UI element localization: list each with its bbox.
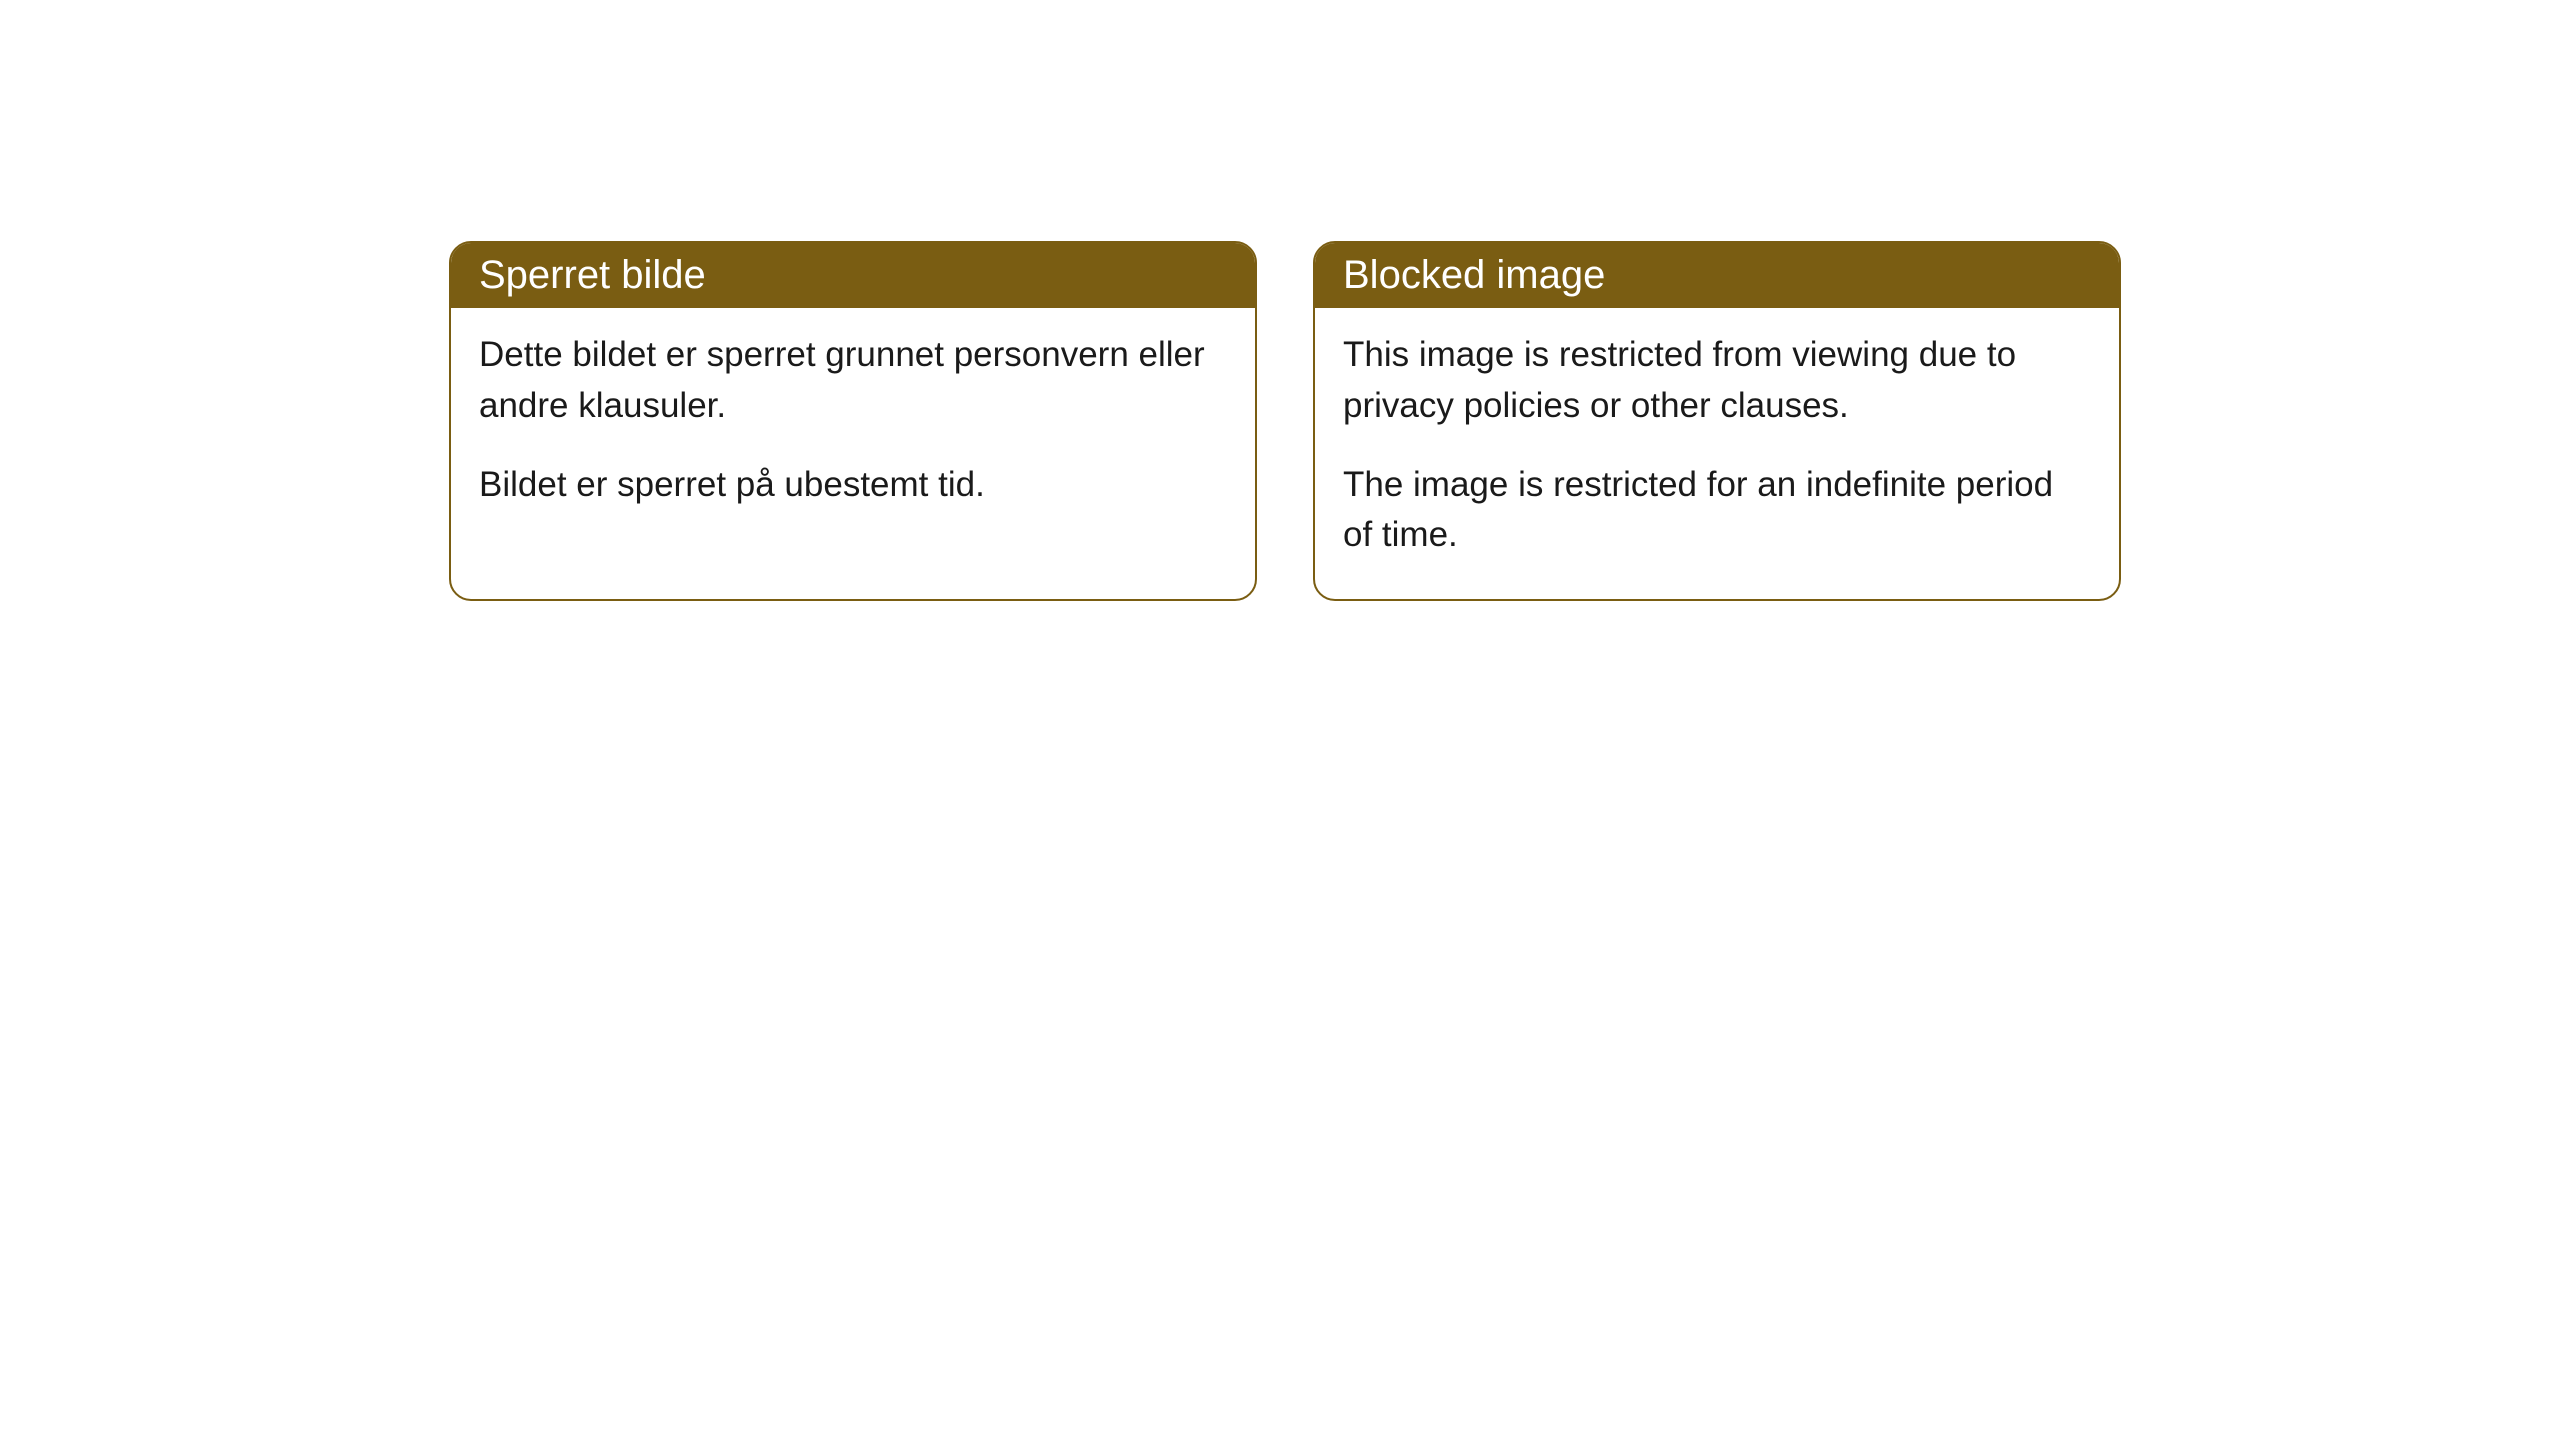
card-header: Blocked image [1315, 243, 2119, 308]
card-paragraph: This image is restricted from viewing du… [1343, 330, 2091, 432]
card-paragraph: The image is restricted for an indefinit… [1343, 460, 2091, 562]
notice-cards-container: Sperret bilde Dette bildet er sperret gr… [449, 241, 2121, 601]
card-paragraph: Dette bildet er sperret grunnet personve… [479, 330, 1227, 432]
card-body: This image is restricted from viewing du… [1315, 308, 2119, 599]
card-title: Sperret bilde [479, 253, 706, 297]
blocked-image-card-english: Blocked image This image is restricted f… [1313, 241, 2121, 601]
card-header: Sperret bilde [451, 243, 1255, 308]
blocked-image-card-norwegian: Sperret bilde Dette bildet er sperret gr… [449, 241, 1257, 601]
card-body: Dette bildet er sperret grunnet personve… [451, 308, 1255, 548]
card-paragraph: Bildet er sperret på ubestemt tid. [479, 460, 1227, 511]
card-title: Blocked image [1343, 253, 1605, 297]
